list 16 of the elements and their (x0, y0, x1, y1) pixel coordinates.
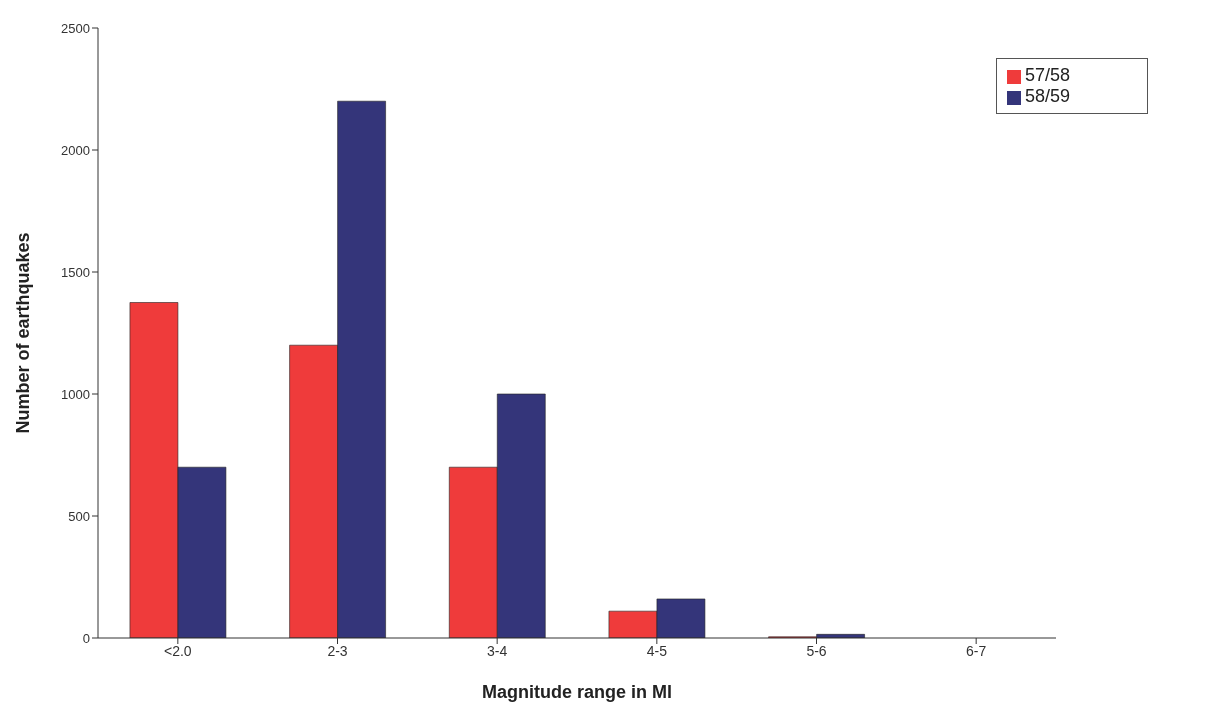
legend-label: 58/59 (1025, 86, 1071, 106)
x-tick-label: 3-4 (487, 642, 508, 659)
y-tick-label: 1500 (61, 264, 90, 280)
y-tick-label: 1000 (61, 386, 90, 402)
x-tick-label: 2-3 (327, 642, 348, 659)
y-axis-title: Number of earthquakes (13, 232, 34, 434)
x-tick-label: 5-6 (806, 642, 827, 659)
x-tick-label: <2.0 (164, 642, 192, 659)
x-axis-title: Magnitude range in Ml (481, 682, 673, 702)
y-tick-label: 0 (82, 630, 90, 646)
legend-label: 57/58 (1025, 65, 1071, 85)
x-tick-label: 4-5 (646, 642, 668, 659)
y-tick-label: 2000 (61, 142, 90, 158)
x-tick-label: 6-7 (966, 642, 987, 659)
y-tick-label: 500 (68, 508, 90, 524)
y-tick-label: 2500 (61, 20, 90, 36)
